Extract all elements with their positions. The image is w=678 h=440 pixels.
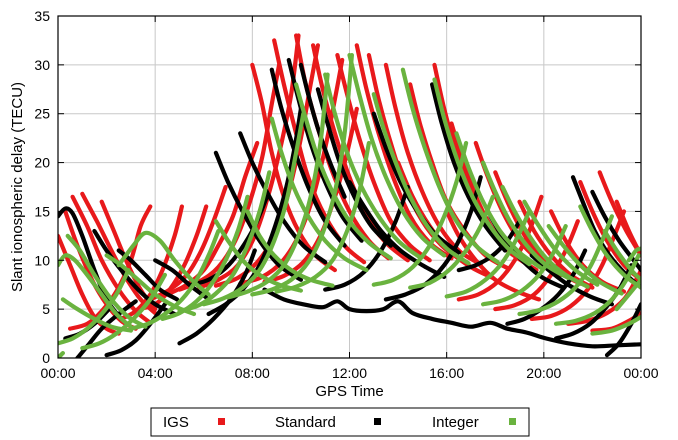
y-tick-label: 10 — [34, 252, 50, 268]
series-line — [323, 72, 422, 260]
series-line — [58, 233, 121, 336]
legend: IGS Standard Integer — [150, 407, 530, 437]
series-line — [315, 87, 393, 248]
series-line — [58, 253, 133, 329]
series-line — [274, 140, 371, 294]
x-tick-label: 12:00 — [332, 365, 367, 381]
y-axis-title: Slant ionospheric delay (TECU) — [9, 82, 26, 292]
series-line — [238, 131, 328, 265]
series-line — [602, 228, 641, 282]
series-line — [626, 246, 641, 263]
legend-marker — [218, 418, 225, 425]
legend-label: Integer — [432, 414, 479, 431]
series-line — [578, 204, 641, 290]
series-line — [196, 33, 301, 290]
series-line — [58, 268, 131, 346]
series-line — [614, 277, 641, 312]
series-line — [294, 82, 393, 261]
axis-ticks: 00:00 04:00 08:00 12:00 16:00 20:00 00:0005101… — [34, 8, 658, 381]
x-tick-label: 16:00 — [429, 365, 464, 381]
series-line — [432, 77, 532, 267]
series-line — [408, 194, 495, 290]
series-line — [371, 140, 469, 287]
series-line — [298, 62, 347, 199]
series-line — [116, 230, 211, 297]
series-line — [383, 175, 483, 302]
series-line — [250, 53, 354, 297]
series-line — [517, 214, 614, 317]
series-line — [456, 194, 544, 302]
series-line — [371, 92, 471, 266]
y-tick-label: 35 — [34, 8, 50, 24]
y-tick-label: 30 — [34, 57, 50, 73]
series-integer — [58, 53, 641, 358]
x-tick-label: 00:00 — [40, 365, 75, 381]
series-line — [148, 184, 228, 302]
series-line — [505, 248, 588, 326]
series-line — [456, 219, 522, 273]
x-tick-label: 08:00 — [235, 365, 270, 381]
series-line — [481, 224, 568, 307]
series-line — [225, 72, 330, 300]
x-tick-label: 00:00 — [623, 365, 658, 381]
series-line — [444, 209, 532, 299]
series-line — [65, 233, 148, 329]
series-line — [347, 180, 447, 279]
series-line — [104, 253, 197, 317]
y-tick-label: 15 — [34, 203, 50, 219]
y-tick-label: 0 — [42, 350, 50, 366]
x-tick-label: 04:00 — [138, 365, 173, 381]
y-tick-label: 5 — [42, 301, 50, 317]
series-line — [500, 184, 590, 289]
series-line — [119, 204, 184, 321]
series-line — [104, 302, 167, 358]
series-line — [262, 287, 641, 349]
series-line — [80, 272, 167, 351]
series-line — [269, 116, 369, 273]
legend-label: Standard — [275, 414, 336, 431]
plot-area — [58, 33, 641, 358]
series-line — [553, 253, 641, 326]
series-line — [177, 248, 257, 346]
series-line — [400, 67, 500, 265]
series-line — [92, 228, 177, 317]
series-line — [60, 297, 133, 333]
series-line — [153, 258, 209, 300]
series-line — [177, 170, 272, 314]
series-line — [347, 53, 447, 258]
series-line — [201, 111, 306, 307]
legend-box — [150, 407, 530, 437]
series-line — [454, 131, 544, 271]
series-line — [213, 219, 303, 293]
series-line — [323, 184, 410, 292]
legend-label: IGS — [163, 414, 189, 431]
x-axis-title: GPS Time — [315, 383, 383, 400]
y-tick-label: 25 — [34, 106, 50, 122]
series-line — [604, 302, 641, 358]
series-line — [128, 228, 221, 331]
legend-marker — [509, 418, 516, 425]
legend-marker — [374, 418, 381, 425]
series-line — [590, 314, 641, 336]
x-tick-label: 20:00 — [526, 365, 561, 381]
y-tick-label: 20 — [34, 155, 50, 171]
series-line — [430, 82, 508, 253]
series-line — [245, 209, 335, 288]
